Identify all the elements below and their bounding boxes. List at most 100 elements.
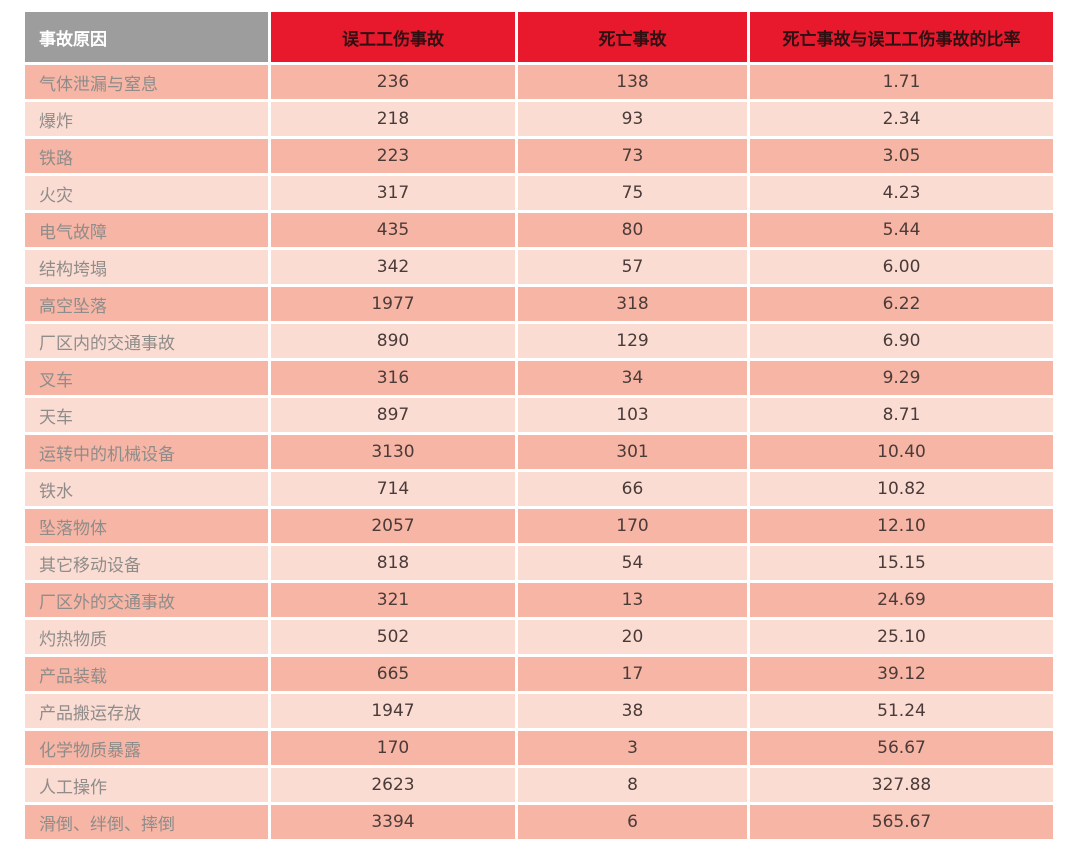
cell-accident-cause: 其它移动设备	[25, 546, 268, 580]
table-row: 厂区外的交通事故 321 13 24.69	[25, 583, 1053, 617]
table-row: 人工操作 2623 8 327.88	[25, 768, 1053, 802]
cell-lost-time-injuries: 3130	[271, 435, 515, 469]
cell-accident-cause: 坠落物体	[25, 509, 268, 543]
table-row: 气体泄漏与窒息 236 138 1.71	[25, 65, 1053, 99]
cell-fatalities: 57	[518, 250, 747, 284]
cell-accident-cause: 天车	[25, 398, 268, 432]
table-row: 结构垮塌 342 57 6.00	[25, 250, 1053, 284]
column-header-accident-cause: 事故原因	[25, 12, 268, 62]
cell-lost-time-injuries: 818	[271, 546, 515, 580]
cell-fatalities: 13	[518, 583, 747, 617]
cell-lost-time-injuries: 2057	[271, 509, 515, 543]
cell-fatalities: 6	[518, 805, 747, 839]
column-header-lost-time-injuries: 误工工伤事故	[271, 12, 515, 62]
cell-lost-time-injuries: 435	[271, 213, 515, 247]
cell-lost-time-injuries: 714	[271, 472, 515, 506]
table-row: 灼热物质 502 20 25.10	[25, 620, 1053, 654]
cell-lost-time-injuries: 342	[271, 250, 515, 284]
cell-ratio: 565.67	[750, 805, 1053, 839]
cell-lost-time-injuries: 316	[271, 361, 515, 395]
cell-ratio: 25.10	[750, 620, 1053, 654]
cell-lost-time-injuries: 170	[271, 731, 515, 765]
cell-accident-cause: 产品装载	[25, 657, 268, 691]
column-header-ratio: 死亡事故与误工工伤事故的比率	[750, 12, 1053, 62]
cell-lost-time-injuries: 236	[271, 65, 515, 99]
table-row: 运转中的机械设备 3130 301 10.40	[25, 435, 1053, 469]
cell-accident-cause: 爆炸	[25, 102, 268, 136]
cell-fatalities: 66	[518, 472, 747, 506]
cell-ratio: 12.10	[750, 509, 1053, 543]
table-row: 爆炸 218 93 2.34	[25, 102, 1053, 136]
cell-ratio: 15.15	[750, 546, 1053, 580]
cell-ratio: 10.82	[750, 472, 1053, 506]
cell-accident-cause: 火灾	[25, 176, 268, 210]
cell-fatalities: 170	[518, 509, 747, 543]
header-row: 事故原因 误工工伤事故 死亡事故 死亡事故与误工工伤事故的比率	[25, 12, 1053, 62]
table-row: 产品搬运存放 1947 38 51.24	[25, 694, 1053, 728]
cell-fatalities: 73	[518, 139, 747, 173]
cell-ratio: 4.23	[750, 176, 1053, 210]
table-header: 事故原因 误工工伤事故 死亡事故 死亡事故与误工工伤事故的比率	[25, 12, 1053, 62]
cell-fatalities: 17	[518, 657, 747, 691]
cell-lost-time-injuries: 317	[271, 176, 515, 210]
cell-accident-cause: 化学物质暴露	[25, 731, 268, 765]
cell-fatalities: 301	[518, 435, 747, 469]
cell-accident-cause: 滑倒、绊倒、摔倒	[25, 805, 268, 839]
cell-fatalities: 54	[518, 546, 747, 580]
cell-ratio: 327.88	[750, 768, 1053, 802]
cell-ratio: 6.22	[750, 287, 1053, 321]
cell-ratio: 1.71	[750, 65, 1053, 99]
cell-accident-cause: 人工操作	[25, 768, 268, 802]
cell-fatalities: 138	[518, 65, 747, 99]
table-row: 电气故障 435 80 5.44	[25, 213, 1053, 247]
cell-ratio: 6.90	[750, 324, 1053, 358]
cell-accident-cause: 叉车	[25, 361, 268, 395]
cell-accident-cause: 高空坠落	[25, 287, 268, 321]
table-row: 滑倒、绊倒、摔倒 3394 6 565.67	[25, 805, 1053, 839]
cell-fatalities: 129	[518, 324, 747, 358]
cell-ratio: 2.34	[750, 102, 1053, 136]
cell-fatalities: 34	[518, 361, 747, 395]
cell-ratio: 3.05	[750, 139, 1053, 173]
cell-ratio: 9.29	[750, 361, 1053, 395]
cell-accident-cause: 电气故障	[25, 213, 268, 247]
cell-lost-time-injuries: 890	[271, 324, 515, 358]
cell-fatalities: 93	[518, 102, 747, 136]
cell-ratio: 6.00	[750, 250, 1053, 284]
table-row: 火灾 317 75 4.23	[25, 176, 1053, 210]
cell-accident-cause: 气体泄漏与窒息	[25, 65, 268, 99]
cell-fatalities: 20	[518, 620, 747, 654]
table-row: 坠落物体 2057 170 12.10	[25, 509, 1053, 543]
cell-accident-cause: 结构垮塌	[25, 250, 268, 284]
table-row: 产品装载 665 17 39.12	[25, 657, 1053, 691]
cell-accident-cause: 铁路	[25, 139, 268, 173]
cell-ratio: 56.67	[750, 731, 1053, 765]
cell-accident-cause: 厂区内的交通事故	[25, 324, 268, 358]
cell-lost-time-injuries: 2623	[271, 768, 515, 802]
table-container: 事故原因 误工工伤事故 死亡事故 死亡事故与误工工伤事故的比率 气体泄漏与窒息 …	[25, 12, 1053, 839]
table-body: 气体泄漏与窒息 236 138 1.71 爆炸 218 93 2.34 铁路 2…	[25, 65, 1053, 839]
cell-ratio: 5.44	[750, 213, 1053, 247]
cell-fatalities: 103	[518, 398, 747, 432]
cell-lost-time-injuries: 3394	[271, 805, 515, 839]
cell-fatalities: 318	[518, 287, 747, 321]
cell-lost-time-injuries: 218	[271, 102, 515, 136]
table-row: 铁水 714 66 10.82	[25, 472, 1053, 506]
table-row: 化学物质暴露 170 3 56.67	[25, 731, 1053, 765]
table-row: 高空坠落 1977 318 6.22	[25, 287, 1053, 321]
table-row: 叉车 316 34 9.29	[25, 361, 1053, 395]
cell-accident-cause: 厂区外的交通事故	[25, 583, 268, 617]
cell-accident-cause: 灼热物质	[25, 620, 268, 654]
cell-fatalities: 8	[518, 768, 747, 802]
cell-fatalities: 3	[518, 731, 747, 765]
cell-lost-time-injuries: 223	[271, 139, 515, 173]
column-header-fatal-accidents: 死亡事故	[518, 12, 747, 62]
cell-lost-time-injuries: 502	[271, 620, 515, 654]
table-row: 铁路 223 73 3.05	[25, 139, 1053, 173]
cell-fatalities: 75	[518, 176, 747, 210]
cell-fatalities: 80	[518, 213, 747, 247]
cell-lost-time-injuries: 1947	[271, 694, 515, 728]
cell-lost-time-injuries: 665	[271, 657, 515, 691]
table-row: 厂区内的交通事故 890 129 6.90	[25, 324, 1053, 358]
cell-accident-cause: 运转中的机械设备	[25, 435, 268, 469]
